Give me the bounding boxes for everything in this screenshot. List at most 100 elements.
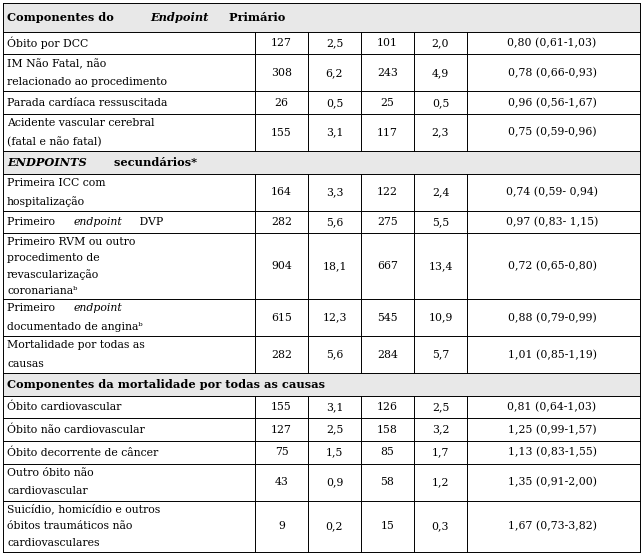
Text: 5,6: 5,6 — [326, 217, 343, 227]
Text: ENDPOINTS: ENDPOINTS — [7, 157, 87, 168]
Text: relacionado ao procedimento: relacionado ao procedimento — [7, 77, 167, 87]
Text: 0,75 (0,59-0,96): 0,75 (0,59-0,96) — [508, 127, 596, 138]
Text: 2,0: 2,0 — [432, 38, 449, 48]
Text: 117: 117 — [377, 128, 398, 138]
Text: 275: 275 — [377, 217, 398, 227]
Text: 25: 25 — [381, 98, 394, 108]
Text: Parada cardíaca ressuscitada: Parada cardíaca ressuscitada — [7, 98, 167, 108]
Text: 1,25 (0,99-1,57): 1,25 (0,99-1,57) — [508, 425, 596, 435]
Text: 0,72 (0,65-0,80): 0,72 (0,65-0,80) — [508, 261, 597, 271]
Text: 1,67 (0,73-3,82): 1,67 (0,73-3,82) — [508, 521, 597, 532]
Text: Primeiro RVM ou outro: Primeiro RVM ou outro — [7, 236, 135, 246]
Text: cardiovasculares: cardiovasculares — [7, 538, 99, 548]
Text: Componentes do: Componentes do — [7, 12, 118, 23]
Text: Primário: Primário — [226, 12, 286, 23]
Text: Óbito por DCC: Óbito por DCC — [7, 37, 88, 49]
Text: 0,3: 0,3 — [432, 521, 449, 531]
Text: Primeiro: Primeiro — [7, 304, 58, 314]
Text: Óbito não cardiovascular: Óbito não cardiovascular — [7, 425, 145, 435]
Text: 13,4: 13,4 — [428, 261, 453, 271]
Text: 43: 43 — [274, 477, 288, 487]
Text: 155: 155 — [271, 402, 292, 412]
Text: 1,7: 1,7 — [432, 447, 449, 457]
Text: 101: 101 — [377, 38, 398, 48]
Text: Primeira ICC com: Primeira ICC com — [7, 178, 106, 188]
Text: 3,1: 3,1 — [326, 402, 343, 412]
Text: 0,9: 0,9 — [326, 477, 343, 487]
Text: 122: 122 — [377, 187, 398, 197]
Text: 0,5: 0,5 — [326, 98, 343, 108]
Text: 0,88 (0,79-0,99): 0,88 (0,79-0,99) — [508, 312, 596, 323]
Text: 3,1: 3,1 — [326, 128, 343, 138]
Text: documentado de anginaᵇ: documentado de anginaᵇ — [7, 322, 143, 332]
Text: 0,97 (0,83- 1,15): 0,97 (0,83- 1,15) — [506, 217, 598, 227]
Text: 6,2: 6,2 — [326, 68, 343, 78]
Bar — [3, 373, 640, 396]
Text: 284: 284 — [377, 350, 398, 360]
Text: Suicídio, homicídio e outros: Suicídio, homicídio e outros — [7, 504, 160, 514]
Text: 308: 308 — [271, 68, 292, 78]
Text: 2,5: 2,5 — [326, 38, 343, 48]
Text: secundários*: secundários* — [110, 157, 197, 168]
Text: coronarianaᵇ: coronarianaᵇ — [7, 286, 78, 296]
Text: 667: 667 — [377, 261, 398, 271]
Text: 282: 282 — [271, 217, 292, 227]
Text: 158: 158 — [377, 425, 398, 435]
Text: endpoint: endpoint — [74, 304, 122, 314]
Text: 615: 615 — [271, 312, 292, 322]
Text: 10,9: 10,9 — [428, 312, 453, 322]
Text: 1,13 (0,83-1,55): 1,13 (0,83-1,55) — [508, 447, 597, 457]
Text: causas: causas — [7, 359, 44, 369]
Text: 0,74 (0,59- 0,94): 0,74 (0,59- 0,94) — [506, 187, 598, 198]
Text: 5,6: 5,6 — [326, 350, 343, 360]
Text: 58: 58 — [381, 477, 394, 487]
Text: DVP: DVP — [137, 217, 163, 227]
Text: Óbito cardiovascular: Óbito cardiovascular — [7, 402, 121, 412]
Text: 2,4: 2,4 — [432, 187, 449, 197]
Text: endpoint: endpoint — [74, 217, 122, 227]
Text: Acidente vascular cerebral: Acidente vascular cerebral — [7, 118, 154, 128]
Text: 0,80 (0,61-1,03): 0,80 (0,61-1,03) — [508, 38, 597, 48]
Text: Componentes da mortalidade por todas as causas: Componentes da mortalidade por todas as … — [7, 379, 325, 390]
Text: 0,81 (0,64-1,03): 0,81 (0,64-1,03) — [508, 402, 597, 412]
Text: 75: 75 — [274, 447, 288, 457]
Text: 904: 904 — [271, 261, 292, 271]
Text: óbitos traumáticos não: óbitos traumáticos não — [7, 521, 133, 531]
Text: 18,1: 18,1 — [322, 261, 347, 271]
Text: Outro óbito não: Outro óbito não — [7, 468, 94, 478]
Text: cardiovascular: cardiovascular — [7, 486, 88, 496]
Text: 0,78 (0,66-0,93): 0,78 (0,66-0,93) — [508, 68, 597, 78]
Text: 282: 282 — [271, 350, 292, 360]
Text: 4,9: 4,9 — [432, 68, 449, 78]
Text: 0,5: 0,5 — [432, 98, 449, 108]
Text: 126: 126 — [377, 402, 398, 412]
Text: 2,3: 2,3 — [432, 128, 449, 138]
Text: Óbito decorrente de câncer: Óbito decorrente de câncer — [7, 447, 158, 457]
Text: hospitalização: hospitalização — [7, 196, 85, 207]
Text: IM Não Fatal, não: IM Não Fatal, não — [7, 58, 106, 69]
Text: 2,5: 2,5 — [432, 402, 449, 412]
Bar — [3, 3, 640, 32]
Text: 0,2: 0,2 — [326, 521, 343, 531]
Text: 127: 127 — [271, 38, 292, 48]
Text: 26: 26 — [274, 98, 288, 108]
Text: 2,5: 2,5 — [326, 425, 343, 435]
Text: 1,01 (0,85-1,19): 1,01 (0,85-1,19) — [508, 350, 597, 360]
Text: 5,7: 5,7 — [432, 350, 449, 360]
Text: Mortalidade por todas as: Mortalidade por todas as — [7, 340, 145, 350]
Text: 127: 127 — [271, 425, 292, 435]
Text: 12,3: 12,3 — [322, 312, 347, 322]
Text: 545: 545 — [377, 312, 398, 322]
Text: 9: 9 — [278, 521, 285, 531]
Text: 1,2: 1,2 — [432, 477, 449, 487]
Text: 3,3: 3,3 — [326, 187, 343, 197]
Text: 1,5: 1,5 — [326, 447, 343, 457]
Text: 15: 15 — [381, 521, 394, 531]
Text: Primeiro: Primeiro — [7, 217, 58, 227]
Text: 243: 243 — [377, 68, 398, 78]
Text: 1,35 (0,91-2,00): 1,35 (0,91-2,00) — [508, 477, 597, 487]
Text: 155: 155 — [271, 128, 292, 138]
Text: 85: 85 — [381, 447, 394, 457]
Text: (fatal e não fatal): (fatal e não fatal) — [7, 137, 102, 147]
Text: 5,5: 5,5 — [432, 217, 449, 227]
